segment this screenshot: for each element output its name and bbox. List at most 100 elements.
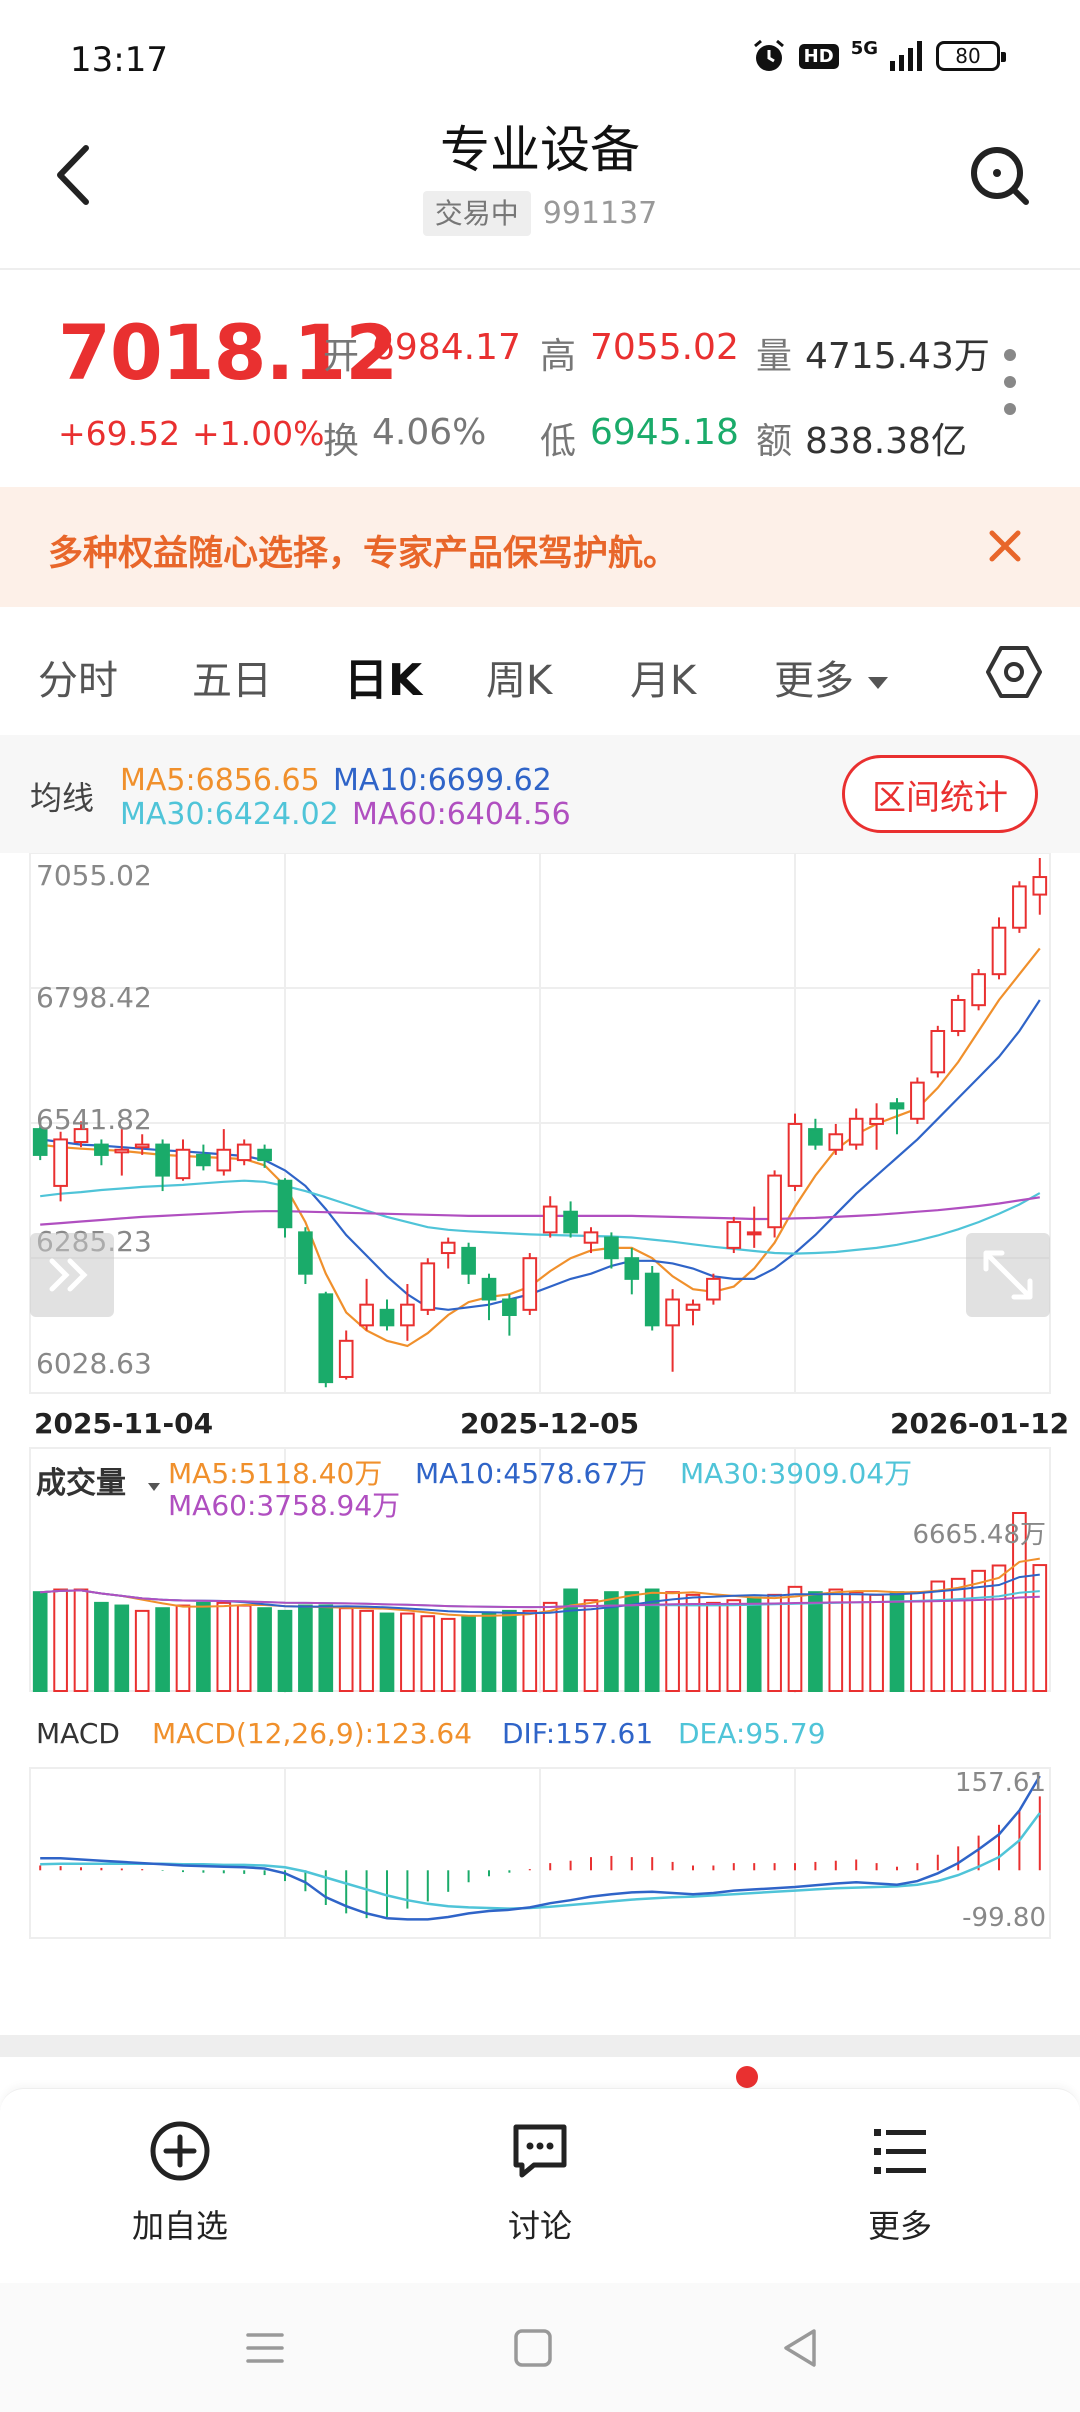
candle — [257, 1148, 272, 1162]
y-tick-label: 6028.63 — [36, 1347, 152, 1380]
volume-bar — [461, 1615, 476, 1692]
settings-icon[interactable] — [984, 642, 1044, 702]
ma-line-ma30 — [40, 1179, 1041, 1255]
candle — [930, 1029, 946, 1074]
candle — [53, 1138, 68, 1187]
close-icon[interactable] — [980, 521, 1030, 571]
vol-ma5-label: MA5:5118.40万 — [168, 1457, 382, 1490]
volume-title: 成交量 — [36, 1466, 126, 1501]
promo-banner[interactable]: 多种权益随心选择，专家产品保驾护航。 — [0, 487, 1080, 607]
candle — [461, 1246, 476, 1275]
alarm-icon — [753, 39, 784, 71]
ma60-value: MA60:6404.56 — [352, 797, 571, 832]
macd-value-label: MACD(12,26,9):123.64 — [152, 1717, 472, 1750]
turnover-value: 4.06% — [372, 412, 487, 453]
back-icon[interactable] — [48, 140, 98, 210]
volume-bar — [73, 1588, 89, 1692]
period-tabs: 分时 五日 日K 周K 月K 更多 — [0, 610, 1080, 735]
volume-bar — [624, 1591, 640, 1692]
volume-bar — [114, 1604, 130, 1693]
candle — [440, 1241, 456, 1255]
volume-pane-border — [29, 1447, 1051, 1692]
candle — [216, 1148, 232, 1172]
volume-bar — [542, 1601, 558, 1693]
ma10-value: MA10:6699.62 — [333, 763, 552, 798]
ma-line-ma10 — [40, 999, 1041, 1311]
volume-dropdown-icon — [148, 1483, 160, 1491]
status-bar: 13:17 HD 5G 80 — [0, 0, 1080, 110]
volume-bar — [379, 1612, 395, 1692]
y-tick-label: 7055.02 — [36, 859, 152, 892]
home-icon[interactable] — [508, 2323, 558, 2373]
candle — [563, 1210, 578, 1234]
tab-daily-k[interactable]: 日K — [344, 655, 423, 706]
candle — [889, 1102, 905, 1110]
open-label: 开 — [323, 336, 360, 377]
candle — [318, 1293, 334, 1384]
vol-ma60-label: MA60:3758.94万 — [168, 1489, 400, 1522]
quote-panel: 7018.12 +69.52 +1.00% 开 6984.17 高 7055.0… — [0, 272, 1080, 487]
discuss-button[interactable]: 讨论 — [440, 2119, 640, 2247]
dif-value-label: DIF:157.61 — [502, 1717, 653, 1750]
tab-more[interactable]: 更多 — [774, 648, 888, 706]
volume-bar — [502, 1609, 517, 1692]
y-tick-label: 6541.82 — [36, 1103, 152, 1136]
volume-bar — [706, 1601, 721, 1693]
kline-chart[interactable]: 7055.026798.426541.826285.236028.632025-… — [0, 852, 1080, 1953]
price-change: +69.52 — [58, 414, 181, 453]
candle — [604, 1236, 619, 1260]
candle — [338, 1339, 354, 1378]
add-watchlist-button[interactable]: 加自选 — [80, 2119, 280, 2247]
tab-weekly-k[interactable]: 周K — [486, 658, 553, 704]
candle — [155, 1143, 170, 1177]
volume-bar — [53, 1588, 68, 1692]
low-value: 6945.18 — [590, 412, 739, 453]
volume-bar — [971, 1569, 986, 1692]
volume-bar — [583, 1599, 599, 1693]
volume-bar — [175, 1604, 191, 1693]
range-stats-button[interactable]: 区间统计 — [842, 755, 1038, 833]
ma5-value: MA5:6856.65 — [120, 763, 320, 798]
amount-label: 额 — [756, 421, 793, 462]
high-value: 7055.02 — [590, 327, 739, 368]
candle — [746, 1231, 762, 1236]
tab-five-day[interactable]: 五日 — [192, 658, 272, 704]
candle — [726, 1221, 742, 1249]
system-nav-bar — [0, 2283, 1080, 2412]
volume-bar — [338, 1607, 354, 1693]
candle — [175, 1148, 191, 1180]
volume-bar — [1012, 1512, 1027, 1692]
candle — [706, 1277, 721, 1301]
back-nav-icon[interactable] — [776, 2323, 826, 2373]
x-tick-label: 2026-01-12 — [890, 1407, 1069, 1440]
more-button[interactable]: 更多 — [800, 2119, 1000, 2247]
ma-label: 均线 — [30, 779, 95, 817]
volume-value: 4715.43万 — [805, 336, 990, 377]
recent-apps-icon[interactable] — [240, 2323, 290, 2373]
candle — [114, 1148, 130, 1154]
fullscreen-icon[interactable] — [966, 1233, 1050, 1317]
candle — [971, 973, 986, 1007]
volume-bar — [910, 1591, 925, 1692]
candle — [542, 1205, 558, 1234]
tab-monthly-k[interactable]: 月K — [630, 648, 696, 706]
volume-bar — [216, 1601, 232, 1693]
candlesticks — [32, 858, 1048, 1388]
volume-bar — [930, 1580, 946, 1692]
chart-area[interactable]: 7055.026798.426541.826285.236028.632025-… — [0, 852, 1080, 1953]
scroll-left-icon[interactable] — [30, 1233, 114, 1317]
macd-max-label: 157.61 — [955, 1768, 1046, 1798]
more-vertical-icon[interactable] — [1000, 347, 1020, 417]
discuss-label: 讨论 — [507, 2207, 572, 2245]
ma-line-ma60 — [40, 1196, 1040, 1226]
signal-icon — [890, 41, 922, 71]
search-icon[interactable] — [968, 144, 1032, 208]
candle — [134, 1143, 150, 1149]
battery-icon: 80 — [936, 41, 1006, 71]
volume-bar — [828, 1588, 844, 1692]
volume-bar — [746, 1596, 762, 1693]
volume-bar — [808, 1591, 823, 1692]
tab-intraday[interactable]: 分时 — [38, 658, 118, 704]
high-label: 高 — [540, 336, 577, 377]
candle — [808, 1128, 823, 1146]
